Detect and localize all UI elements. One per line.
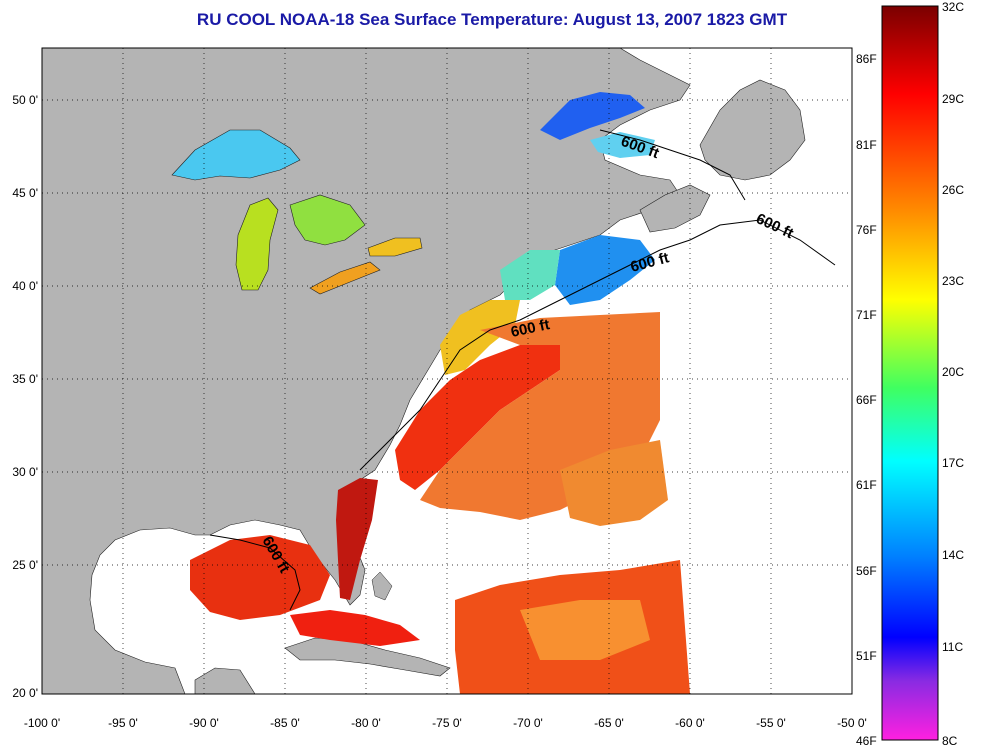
y-tick-label: 40 0' (12, 279, 38, 293)
grid (42, 48, 852, 694)
x-tick-label: -75 0' (432, 716, 462, 730)
colorbar-f-label: 71F (856, 308, 877, 322)
colorbar (881, 5, 939, 741)
contour-600ft-gulf (209, 534, 301, 611)
x-tick-label: -55 0' (756, 716, 786, 730)
y-tick-label: 45 0' (12, 186, 38, 200)
y-tick-label: 50 0' (12, 93, 38, 107)
lake-huron (289, 194, 366, 246)
sst-florida-current (336, 478, 378, 600)
colorbar-c-label: 32C (942, 0, 965, 14)
x-tick-label: -95 0' (108, 716, 138, 730)
map-title: RU COOL NOAA-18 Sea Surface Temperature:… (196, 10, 788, 29)
sst-sargasso-patch (520, 600, 650, 660)
sst-mid-atlantic (440, 300, 520, 375)
lake-michigan (235, 197, 279, 291)
colorbar-c-label: 20C (942, 365, 965, 379)
colorbar-c-label: 11C (942, 640, 964, 654)
sst-shelf-cool (500, 250, 560, 300)
colorbar-f-label: 76F (856, 223, 877, 237)
x-tick-label: -60 0' (675, 716, 705, 730)
colorbar-f-label: 61F (856, 478, 877, 492)
colorbar-c-label: 26C (942, 183, 965, 197)
colorbar-c-label: 17C (942, 456, 965, 470)
x-tick-label: -90 0' (189, 716, 219, 730)
colorbar-f-label: 51F (856, 649, 877, 663)
land-north-america (42, 48, 691, 694)
x-tick-label: -50 0' (837, 716, 867, 730)
y-tick-label: 30 0' (12, 465, 38, 479)
sst-st-lawrence (540, 92, 645, 140)
x-tick-label: -100 0' (23, 716, 61, 730)
y-tick-label: 25 0' (12, 558, 38, 572)
colorbar-f-label: 86F (856, 52, 877, 66)
land-bahamas (371, 571, 393, 601)
y-tick-label: 35 0' (12, 372, 38, 386)
land-nova-scotia (639, 184, 711, 233)
colorbar-c-label: 29C (942, 92, 965, 106)
colorbar-c-label: 8C (942, 734, 958, 748)
contour-600ft (359, 219, 836, 471)
x-tick-label: -70 0' (513, 716, 543, 730)
colorbar-c-label: 14C (942, 548, 965, 562)
sst-atlantic-east (560, 440, 668, 526)
lake-superior (171, 129, 301, 181)
plot-frame (41, 47, 853, 695)
x-tick-label: -85 0' (270, 716, 300, 730)
y-tick-label: 20 0' (12, 686, 38, 700)
land-yucatan (194, 667, 256, 694)
colorbar-f-label: 46F (856, 734, 877, 748)
sst-shelf-cold (555, 235, 655, 305)
lake-ontario (367, 237, 423, 257)
sst-caribbean-west (290, 610, 420, 646)
sst-st-lawrence-warm (590, 132, 655, 158)
colorbar-f-label: 81F (856, 138, 877, 152)
contour-600ft-north (599, 129, 746, 201)
x-tick-label: -80 0' (351, 716, 381, 730)
land-newfoundland (699, 79, 806, 181)
sst-gulf-of-mexico (190, 535, 330, 620)
colorbar-c-label: 23C (942, 274, 965, 288)
colorbar-f-label: 66F (856, 393, 877, 407)
x-tick-label: -65 0' (594, 716, 624, 730)
sst-gulf-stream (395, 345, 560, 490)
colorbar-f-label: 56F (856, 564, 877, 578)
